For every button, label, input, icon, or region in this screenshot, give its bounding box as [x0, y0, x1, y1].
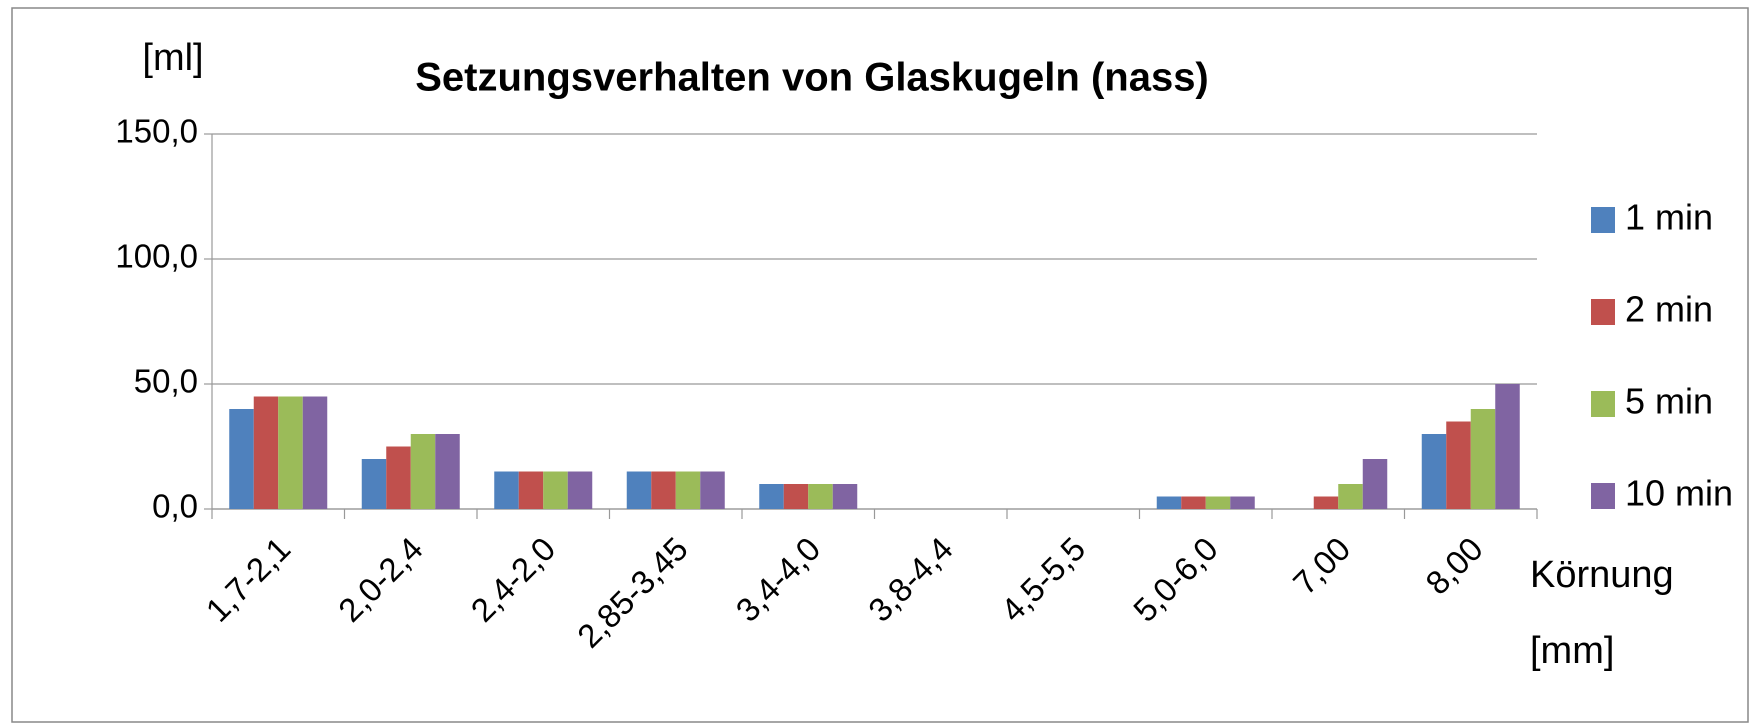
- bar: [1495, 384, 1520, 509]
- x-axis-label: Körnung: [1530, 554, 1674, 596]
- legend-swatch: [1591, 299, 1615, 325]
- bar: [518, 471, 544, 509]
- chart-title: Setzungsverhalten von Glaskugeln (nass): [415, 56, 1209, 100]
- bar: [1156, 496, 1182, 509]
- bar: [1362, 459, 1388, 509]
- bar: [229, 409, 254, 509]
- bar: [1470, 409, 1496, 509]
- bar: [302, 396, 328, 509]
- bar: [1205, 496, 1231, 509]
- legend-label: 10 min: [1625, 473, 1733, 514]
- bar: [808, 484, 833, 509]
- bar: [1313, 496, 1339, 509]
- bar: [361, 459, 387, 509]
- bar: [435, 434, 460, 509]
- legend-swatch: [1591, 391, 1615, 417]
- legend-label: 1 min: [1625, 197, 1713, 238]
- bar: [1338, 484, 1363, 509]
- x-axis-label: [mm]: [1530, 630, 1614, 672]
- bar: [1421, 434, 1447, 509]
- bar: [783, 484, 809, 509]
- bar: [494, 471, 519, 509]
- y-tick-label: 0,0: [152, 488, 198, 525]
- bar: [759, 484, 784, 509]
- bar: [567, 471, 593, 509]
- bar: [543, 471, 568, 509]
- legend-label: 5 min: [1625, 381, 1713, 422]
- bar: [1230, 496, 1255, 509]
- y-tick-label: 50,0: [134, 363, 198, 400]
- bar: [278, 396, 303, 509]
- chart-border: [11, 7, 1749, 723]
- bar: [675, 471, 701, 509]
- legend-label: 2 min: [1625, 289, 1713, 330]
- y-tick-label: 150,0: [115, 113, 198, 150]
- bar: [832, 484, 858, 509]
- bar: [700, 471, 725, 509]
- bar: [1446, 421, 1471, 509]
- bar: [626, 471, 652, 509]
- bar: [1181, 496, 1206, 509]
- legend-swatch: [1591, 207, 1615, 233]
- bar: [386, 446, 411, 509]
- y-tick-label: 100,0: [115, 238, 198, 275]
- legend-swatch: [1591, 483, 1615, 509]
- y-axis-label: [ml]: [142, 37, 203, 79]
- bar: [253, 396, 279, 509]
- bar: [410, 434, 436, 509]
- bar: [651, 471, 676, 509]
